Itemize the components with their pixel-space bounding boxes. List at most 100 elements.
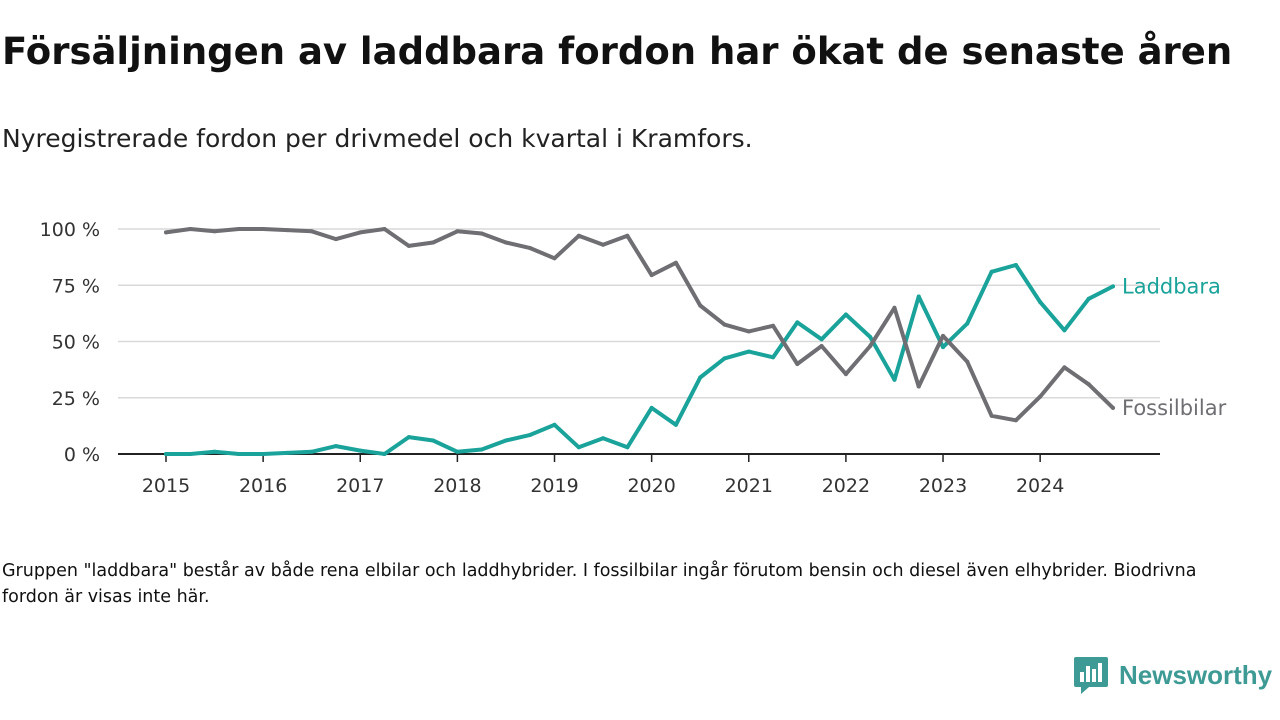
data-point-laddbara	[261, 452, 266, 456]
data-point-fossilbilar	[989, 413, 994, 418]
data-point-laddbara	[333, 444, 338, 449]
data-point-fossilbilar	[236, 227, 241, 231]
data-point-fossilbilar	[528, 246, 533, 251]
data-point-laddbara	[309, 449, 314, 454]
data-point-laddbara	[965, 321, 970, 326]
data-point-fossilbilar	[746, 329, 751, 334]
data-point-fossilbilar	[819, 344, 824, 348]
brand-logo: Newsworthy	[1073, 655, 1272, 695]
y-tick-label: 75 %	[52, 275, 100, 297]
data-point-laddbara	[795, 320, 800, 325]
data-point-fossilbilar	[358, 230, 363, 235]
data-point-fossilbilar	[1013, 418, 1018, 423]
x-tick-label: 2019	[530, 475, 578, 497]
brand-name: Newsworthy	[1119, 659, 1273, 690]
chart-subtitle: Nyregistrerade fordon per drivmedel och …	[2, 124, 753, 153]
data-point-fossilbilar	[843, 372, 848, 377]
data-point-fossilbilar	[868, 344, 873, 348]
data-point-laddbara	[552, 422, 557, 427]
data-point-fossilbilar	[892, 305, 897, 310]
data-point-laddbara	[771, 355, 776, 360]
data-point-laddbara	[431, 438, 436, 443]
x-tick-label: 2024	[1016, 475, 1064, 497]
y-tick-label: 0 %	[64, 444, 100, 466]
data-point-laddbara	[673, 422, 678, 427]
data-point-laddbara	[1038, 300, 1043, 305]
data-point-fossilbilar	[309, 229, 314, 234]
data-point-fossilbilar	[261, 227, 266, 231]
data-point-laddbara	[1062, 328, 1067, 333]
line-chart: 0 % 25 % 50 % 75 % 100 % 2015 2016 2017 2018 2019…	[40, 219, 1227, 497]
series-line-fossilbilar	[164, 227, 1115, 423]
axes: 0 % 25 % 50 % 75 % 100 % 2015 2016 2017 2018 2019…	[40, 219, 1160, 497]
x-tick-label: 2016	[239, 475, 287, 497]
data-point-laddbara	[722, 356, 727, 361]
data-point-fossilbilar	[601, 242, 606, 247]
data-point-laddbara	[164, 452, 168, 456]
series-lines	[164, 227, 1115, 456]
x-tick-label: 2021	[725, 475, 773, 497]
data-point-fossilbilar	[771, 323, 776, 328]
data-point-laddbara	[649, 405, 654, 410]
x-tick-label: 2023	[919, 475, 967, 497]
data-point-fossilbilar	[285, 228, 290, 233]
data-point-fossilbilar	[382, 227, 387, 231]
data-point-fossilbilar	[552, 256, 557, 261]
data-point-fossilbilar	[625, 233, 630, 238]
data-point-laddbara	[989, 269, 994, 274]
data-point-fossilbilar	[1038, 394, 1043, 399]
x-tick-label: 2022	[822, 475, 870, 497]
data-point-fossilbilar	[698, 303, 703, 308]
data-point-laddbara	[892, 377, 897, 382]
series-label-laddbara: Laddbara	[1122, 274, 1221, 298]
data-point-fossilbilar	[333, 237, 338, 242]
data-point-fossilbilar	[916, 384, 921, 389]
data-point-fossilbilar	[1062, 365, 1067, 370]
data-point-fossilbilar	[649, 273, 654, 278]
data-point-fossilbilar	[455, 229, 460, 234]
data-point-fossilbilar	[1086, 382, 1091, 387]
chart-title: Försäljningen av laddbara fordon har öka…	[2, 30, 1233, 73]
data-point-laddbara	[941, 345, 946, 350]
data-point-laddbara	[1111, 284, 1115, 289]
data-point-fossilbilar	[795, 362, 800, 366]
data-point-fossilbilar	[941, 333, 946, 338]
data-point-fossilbilar	[164, 230, 168, 235]
data-point-fossilbilar	[212, 229, 217, 234]
data-point-fossilbilar	[576, 233, 581, 238]
data-point-laddbara	[406, 435, 411, 440]
x-tick-label: 2017	[336, 475, 384, 497]
data-point-fossilbilar	[431, 240, 436, 245]
data-point-fossilbilar	[503, 240, 508, 245]
data-point-fossilbilar	[965, 359, 970, 364]
data-point-laddbara	[601, 436, 606, 441]
data-point-laddbara	[916, 294, 921, 299]
data-point-laddbara	[528, 432, 533, 437]
footnote: Gruppen "laddbara" består av både rena e…	[2, 561, 1197, 607]
series-label-fossilbilar: Fossilbilar	[1122, 396, 1227, 420]
y-tick-label: 25 %	[52, 388, 100, 410]
data-point-laddbara	[819, 337, 824, 342]
data-point-laddbara	[285, 450, 290, 455]
y-tick-label: 100 %	[40, 219, 100, 241]
series-line-laddbara	[164, 263, 1115, 456]
newsworthy-logo-icon	[1074, 657, 1108, 694]
data-point-laddbara	[212, 449, 217, 454]
data-point-laddbara	[382, 452, 387, 456]
data-point-laddbara	[625, 445, 630, 450]
x-tick-label: 2018	[433, 475, 481, 497]
data-point-fossilbilar	[1111, 405, 1115, 410]
x-tick-label: 2020	[627, 475, 675, 497]
data-point-laddbara	[843, 312, 848, 317]
data-point-laddbara	[503, 438, 508, 443]
data-point-laddbara	[188, 452, 193, 456]
data-point-fossilbilar	[188, 227, 193, 231]
data-point-laddbara	[479, 447, 484, 452]
data-point-laddbara	[746, 349, 751, 354]
x-tick-label: 2015	[142, 475, 190, 497]
series-labels: Laddbara Fossilbilar	[1122, 274, 1227, 420]
data-point-fossilbilar	[406, 243, 411, 248]
data-point-laddbara	[358, 448, 363, 453]
data-point-laddbara	[698, 375, 703, 380]
data-point-laddbara	[455, 449, 460, 454]
